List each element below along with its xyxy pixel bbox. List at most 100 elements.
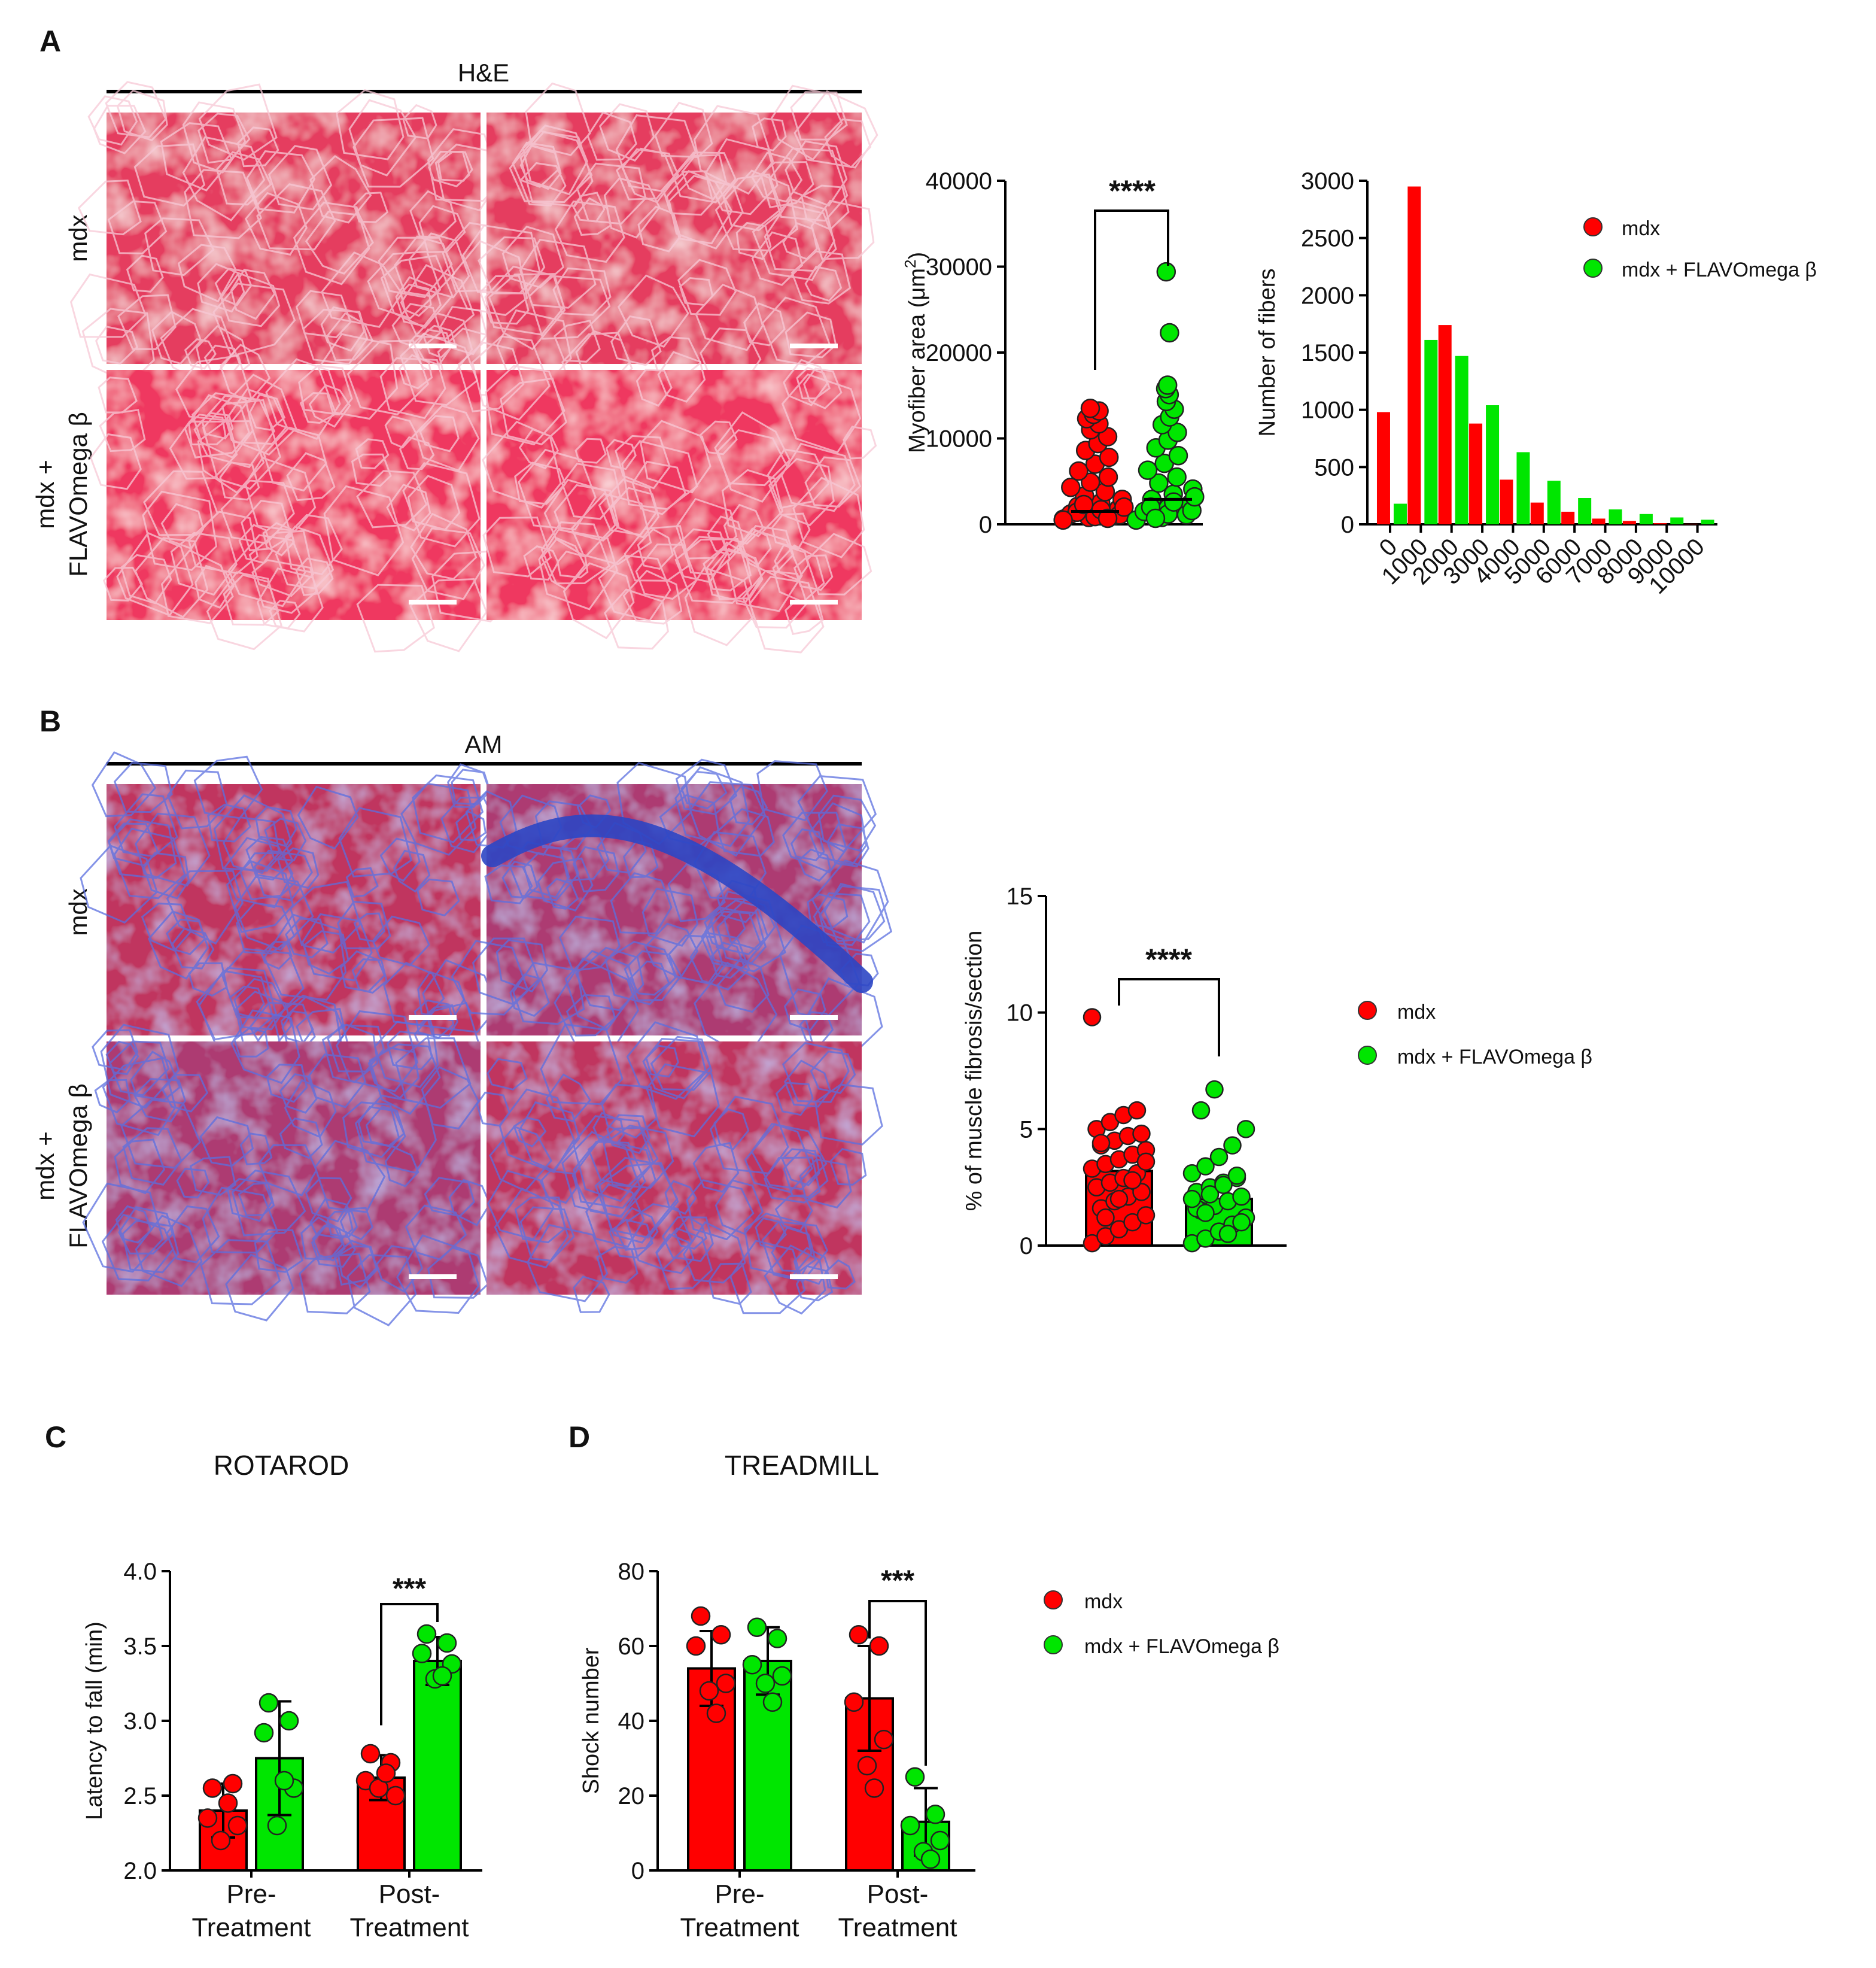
tread-point-treated: [772, 1666, 792, 1686]
rot-point-treated: [416, 1624, 437, 1644]
am-mdx-left-fiber: [166, 918, 206, 955]
he-treated-right-fiber: [674, 537, 753, 605]
he-mdx-left: [69, 81, 519, 397]
tread-x-label-line1: Pre-: [714, 1879, 764, 1909]
area-point-treated: [1168, 445, 1188, 466]
he-treated-right-fiber: [792, 476, 865, 558]
am-mdx-left-fiber: [221, 947, 305, 1020]
am-mdx-left-fiber: [245, 836, 294, 881]
fib-point-treated: [1182, 1189, 1202, 1208]
hist-bar-mdx: [1438, 325, 1452, 524]
am-treated-right-fiber: [664, 1180, 697, 1215]
area-point-mdx: [1097, 508, 1118, 529]
he-treated-right-fiber: [741, 569, 808, 629]
he-mdx-right-fiber: [519, 238, 597, 309]
he-mdx-right-fiber: [552, 267, 612, 316]
he-mdx-left-fiber: [144, 217, 215, 277]
he-treated-left-fiber: [399, 436, 435, 470]
am-treated-left-fiber: [357, 1106, 405, 1147]
chart-rotarod: 2.0 2.5 3.0 3.5 4.0 Latency to fall (min) Pre-…: [82, 1559, 482, 1942]
am-mdx-right-fiber: [641, 888, 699, 947]
he-treated-left-fiber: [206, 571, 282, 651]
am-mdx-left-fiber: [345, 867, 379, 898]
tread-point-treated: [925, 1805, 945, 1824]
rot-x-label-line1: Pre-: [226, 1879, 276, 1909]
he-mdx-right-fiber: [554, 200, 625, 263]
am-mdx-right-fiber: [644, 922, 699, 979]
he-mdx-left-fiber: [352, 117, 434, 188]
rot-y-tick-label: 2.5: [123, 1783, 157, 1809]
fib-point-mdx: [1091, 1134, 1111, 1152]
am-treated-right-fiber: [781, 1148, 820, 1186]
am-treated-left-fiber: [305, 1177, 352, 1223]
he-treated-right-fiber: [767, 448, 830, 509]
tread-y-tick-label: 0: [631, 1858, 644, 1884]
tread-y-tick-label: 60: [618, 1633, 645, 1660]
am-treated-right-fiber: [642, 1037, 712, 1100]
am-treated-right-fiber: [573, 1141, 646, 1209]
he-treated-left-fiber: [355, 438, 390, 470]
hist-bar-mdx: [1469, 423, 1483, 524]
he-treated-right-fiber: [471, 335, 551, 421]
he-mdx-right-fiber: [770, 84, 843, 161]
am-treated-left-fiber: [254, 1229, 304, 1273]
he-mdx-left-fiber: [295, 290, 352, 339]
hist-bar-mdx: [1622, 521, 1636, 524]
he-mdx-right-fiber: [637, 205, 682, 253]
he-treated-left-fiber: [399, 354, 433, 390]
am-treated-right-fiber: [771, 1226, 817, 1272]
he-treated-left-fiber: [89, 433, 142, 490]
he-mdx-right-fiber: [735, 221, 772, 260]
tread-point-treated: [747, 1617, 767, 1637]
he-treated-left-scale-bar: [409, 600, 457, 605]
he-treated-left-fiber: [251, 559, 318, 614]
tread-point-treated: [762, 1692, 783, 1712]
am-mdx-left-fiber: [107, 822, 159, 867]
am-mdx-left-fiber: [148, 910, 209, 980]
he-mdx-right-fiber: [573, 197, 612, 236]
am-treated-right-fiber: [614, 1207, 659, 1251]
am-treated-left-fiber: [346, 1254, 417, 1326]
am-treated-right-fiber: [487, 1170, 555, 1241]
he-treated-left-fiber: [262, 522, 295, 557]
hist-bar-treated: [1486, 405, 1500, 524]
am-treated-left-fiber: [200, 1239, 281, 1305]
he-treated-right-fiber: [749, 576, 825, 654]
he-mdx-left-fiber: [293, 201, 370, 286]
tread-point-treated: [900, 1815, 920, 1836]
am-treated-right-fiber: [744, 1123, 813, 1193]
he-treated-left-fiber: [241, 500, 293, 551]
am-treated-left-fiber-borders: [82, 1009, 491, 1326]
hist-bar-treated: [1547, 481, 1561, 524]
am-mdx-left-fiber: [412, 774, 484, 843]
am-mdx-left-fiber: [289, 880, 361, 954]
area-sig-bracket: [1094, 209, 1169, 370]
he-mdx-left-fiber: [95, 326, 139, 365]
fib-point-treated: [1223, 1136, 1242, 1155]
he-treated-right-fiber: [640, 420, 712, 494]
he-treated-right-fiber: [554, 484, 620, 542]
am-mdx-right-fiber: [704, 906, 746, 950]
he-mdx-right-fiber: [761, 296, 831, 366]
am-treated-left-fiber: [225, 1253, 294, 1322]
he-treated-left-fiber: [419, 415, 460, 452]
he-mdx-left-fiber-borders: [69, 81, 519, 397]
he-mdx-left-fiber: [133, 143, 206, 207]
am-treated-left-fiber: [130, 1050, 181, 1101]
am-mdx-left-fiber: [440, 796, 498, 854]
row-label-treated-a-line2: FLAVOmega β: [64, 412, 92, 576]
area-point-mdx: [1080, 399, 1100, 418]
am-treated-right-fiber: [793, 1247, 830, 1285]
fib-point-mdx: [1136, 1152, 1156, 1171]
he-mdx-right-fiber: [553, 319, 601, 363]
am-mdx-right-fiber: [472, 937, 540, 1006]
he-treated-right-fiber: [518, 428, 560, 470]
he-treated-left-fiber: [170, 532, 238, 596]
he-mdx-left-fiber: [380, 254, 454, 329]
am-treated-right-fiber: [783, 1059, 831, 1108]
am-treated-left-fiber: [105, 1040, 139, 1076]
am-mdx-right-fiber: [484, 864, 533, 904]
am-mdx-left-fiber: [113, 827, 186, 900]
rot-point-treated: [274, 1770, 294, 1791]
rot-point-treated: [267, 1815, 287, 1836]
